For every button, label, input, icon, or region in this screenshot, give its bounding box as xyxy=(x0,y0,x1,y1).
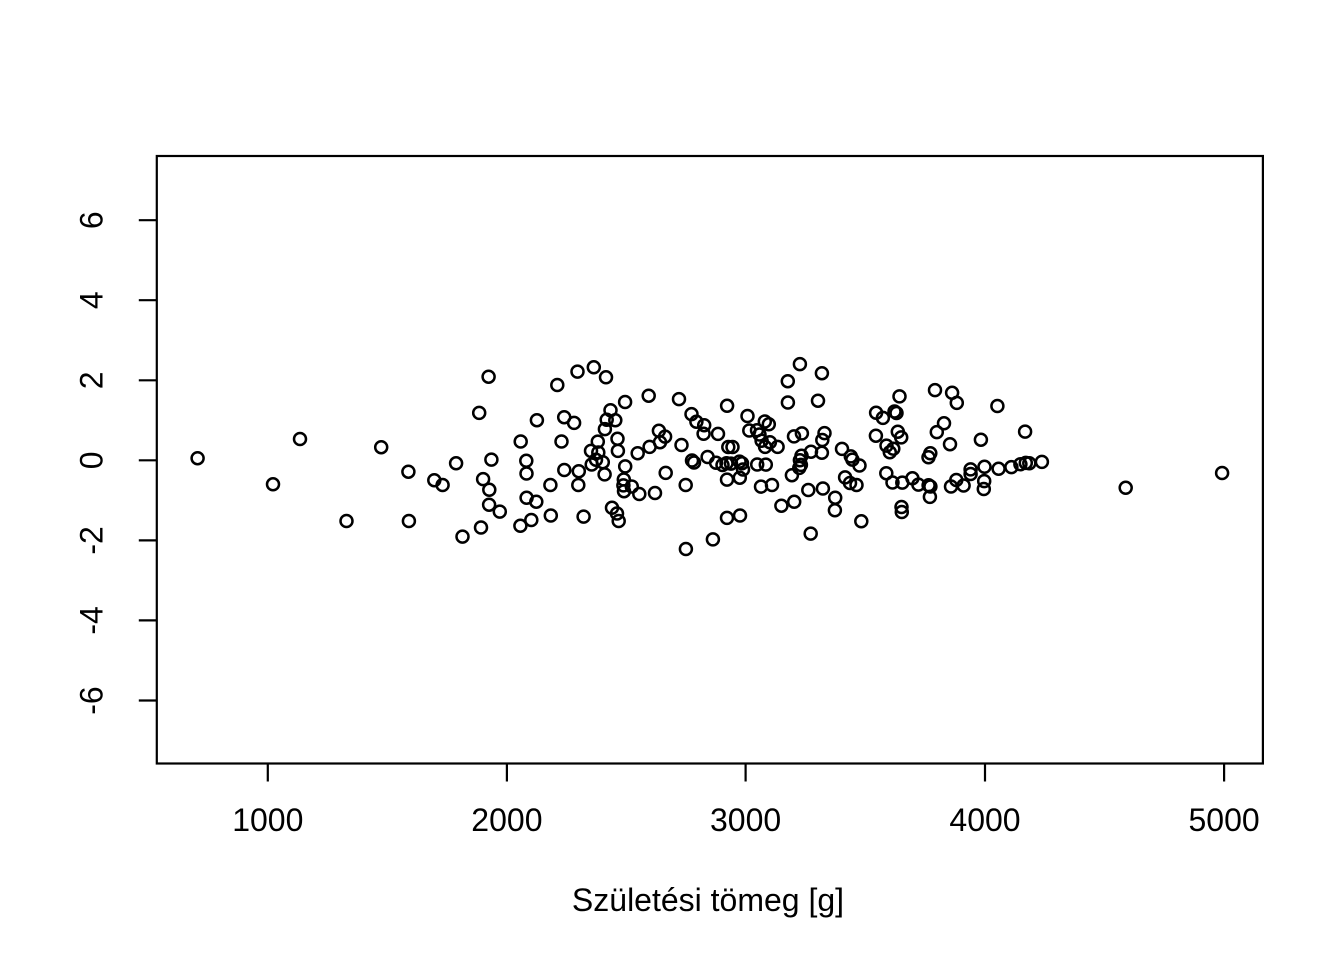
svg-text:5000: 5000 xyxy=(1189,802,1260,838)
svg-text:1000: 1000 xyxy=(232,802,303,838)
svg-text:0: 0 xyxy=(74,451,110,469)
svg-text:2: 2 xyxy=(74,371,110,389)
svg-text:3000: 3000 xyxy=(710,802,781,838)
svg-text:6: 6 xyxy=(74,211,110,229)
svg-text:-4: -4 xyxy=(74,606,110,634)
svg-text:-2: -2 xyxy=(74,526,110,554)
svg-text:4: 4 xyxy=(74,291,110,309)
svg-text:4000: 4000 xyxy=(949,802,1020,838)
svg-text:-6: -6 xyxy=(74,686,110,714)
svg-text:Születési tömeg [g]: Születési tömeg [g] xyxy=(572,882,844,918)
svg-text:2000: 2000 xyxy=(471,802,542,838)
